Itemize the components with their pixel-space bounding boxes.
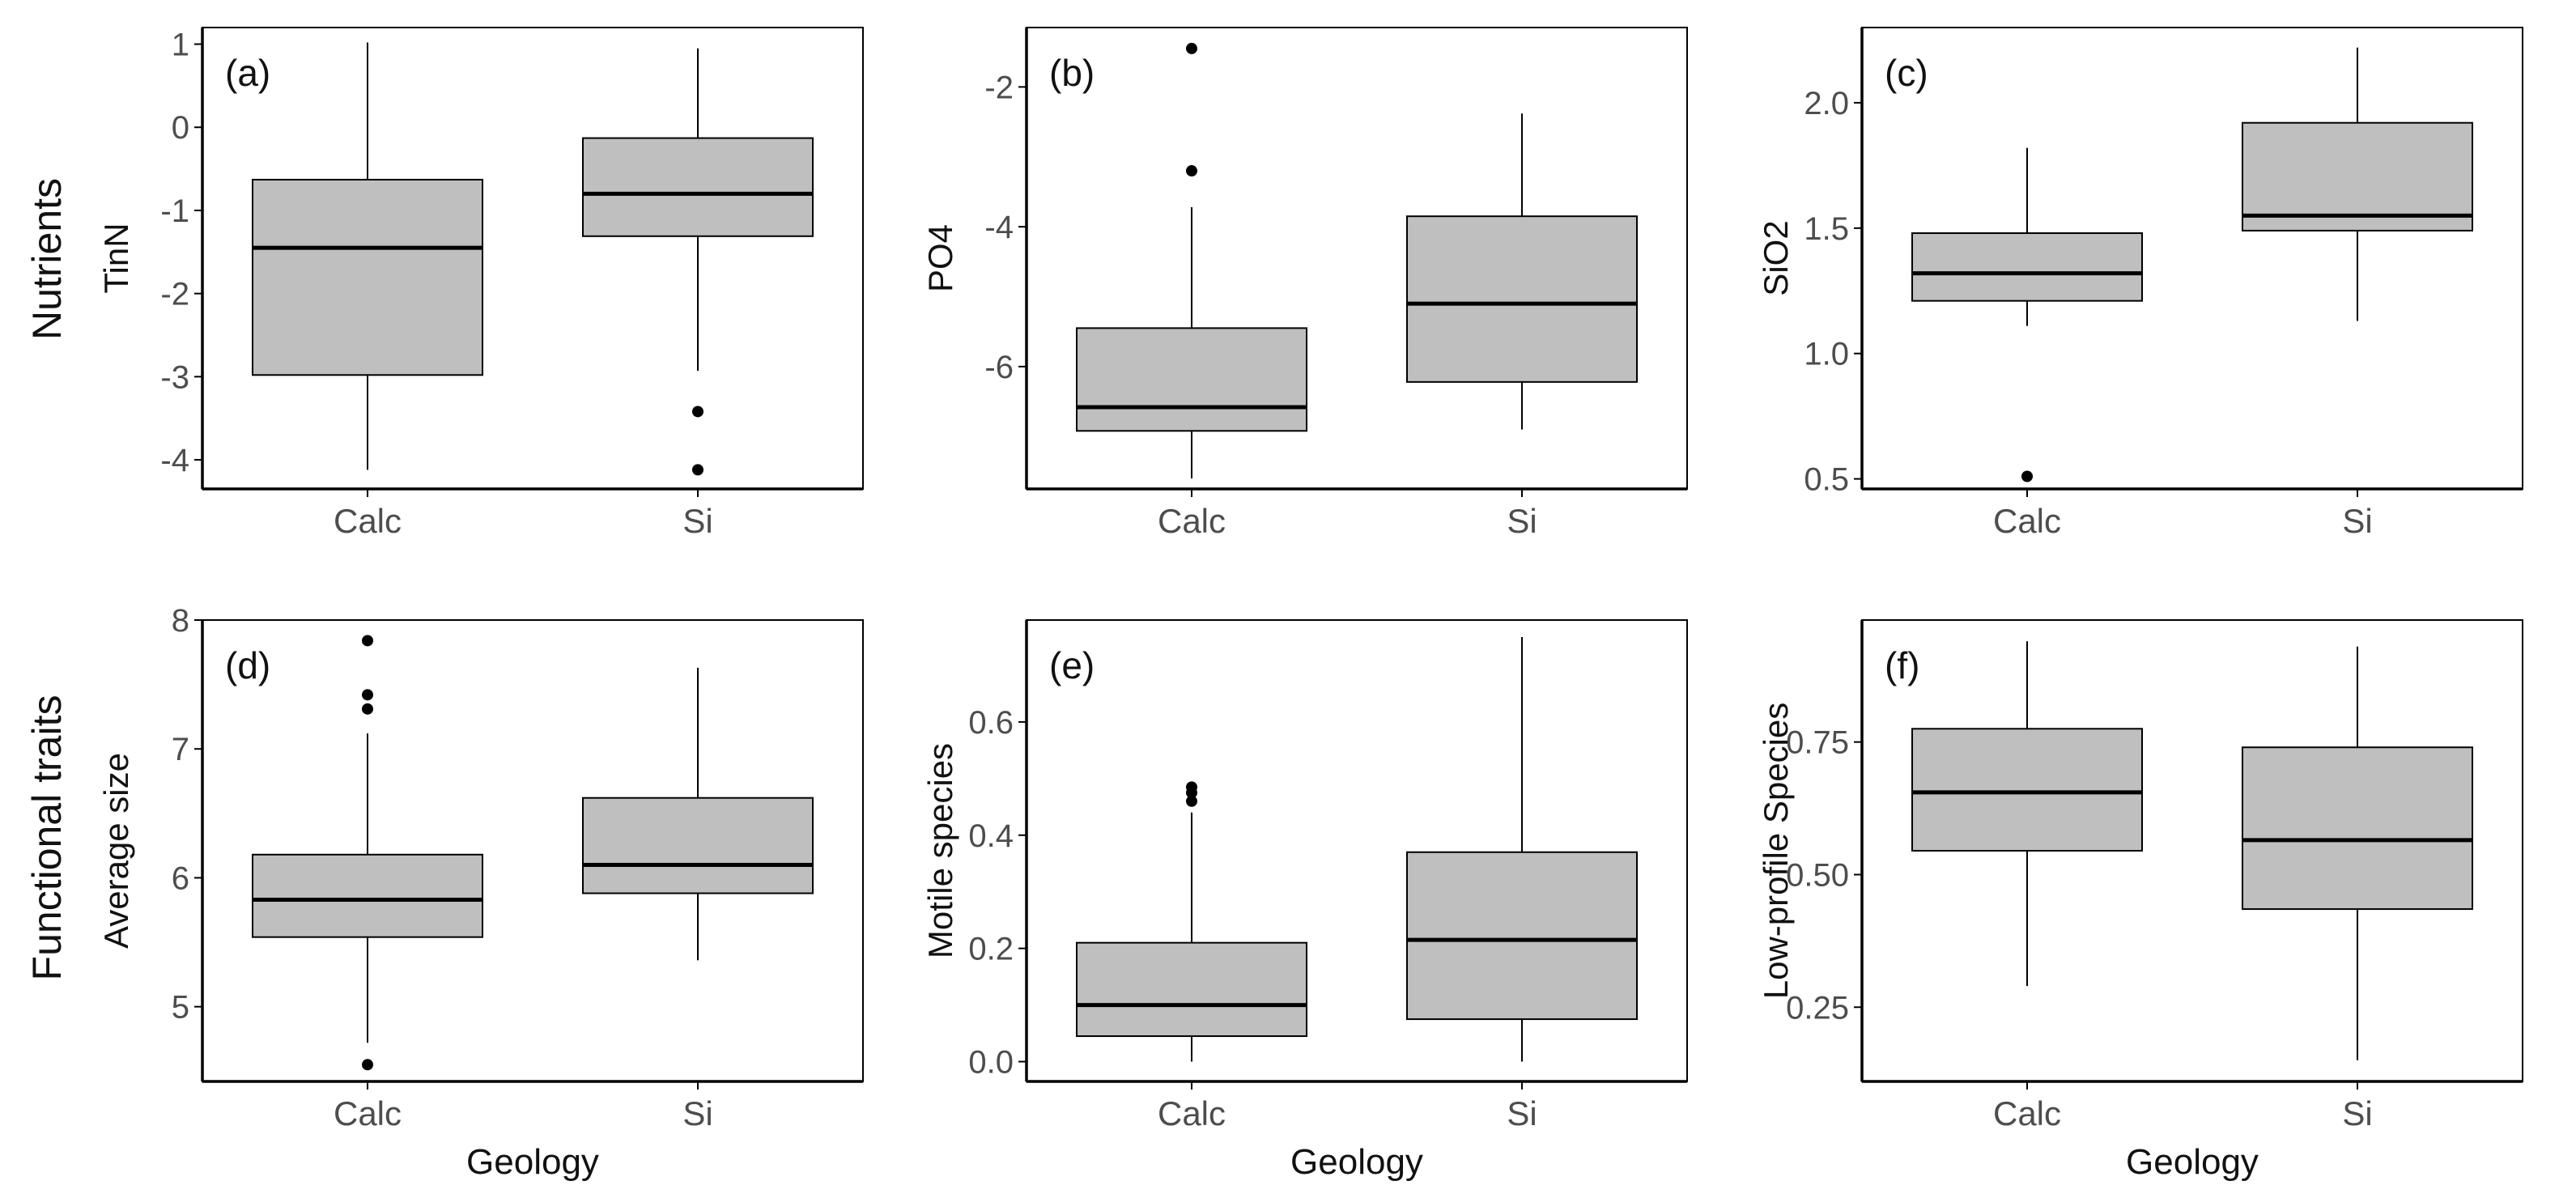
panel-4-calc-outlier <box>362 1059 373 1071</box>
panel-6-si-box <box>2242 746 2473 911</box>
panel-4-ylabel: Average size <box>97 753 135 949</box>
panel-5-xtick-label-si: Si <box>1507 1094 1537 1132</box>
panel-1-si-outlier <box>692 464 704 476</box>
panel-5-ytick-label: 0.4 <box>968 818 1014 854</box>
panel-3-calc-outlier <box>2021 470 2033 482</box>
panel-4-xlabel: Geology <box>466 1142 599 1182</box>
panel-4-calc-outlier <box>362 703 373 715</box>
panel-4-si-box <box>582 797 814 894</box>
panel-1-calc-box <box>252 178 483 376</box>
panel-3-ylabel: SiO2 <box>1757 220 1795 295</box>
panel-2-panel-label: (b) <box>1049 52 1095 94</box>
panel-4-xtick-label-si: Si <box>682 1094 712 1132</box>
panel-4-calc-outlier <box>362 689 373 701</box>
panel-1-ytick-label: -1 <box>160 193 189 229</box>
panel-5-xtick-label-calc: Calc <box>1158 1094 1226 1132</box>
panel-2-si-box <box>1406 215 1638 383</box>
panel-2-ytick-label: -6 <box>984 350 1014 385</box>
panel-6-ytick-label: 0.75 <box>1786 725 1849 761</box>
panel-3-panel-label: (c) <box>1885 52 1928 94</box>
panel-6-calc-box <box>1911 728 2143 852</box>
panel-1-ytick-label: 0 <box>172 110 189 146</box>
panel-3-calc-box <box>1911 232 2143 302</box>
panel-6-xtick-label-calc: Calc <box>1993 1094 2061 1132</box>
panel-3-ytick-label: 1.5 <box>1804 211 1849 247</box>
panel-1-si-box <box>582 137 814 237</box>
panel-1-xtick-label-si: Si <box>682 502 712 540</box>
panel-6-ytick-label: 0.25 <box>1786 990 1849 1026</box>
panel-4-ytick-label: 5 <box>172 990 189 1026</box>
panel-4-calc-box <box>252 853 483 938</box>
panel-1-panel-label: (a) <box>225 52 270 94</box>
panel-2-ytick-label: -2 <box>984 70 1014 105</box>
panel-6-ytick-label: 0.50 <box>1786 857 1849 893</box>
panel-1-ylabel: TinN <box>97 223 135 293</box>
panel-5-si-box <box>1406 851 1638 1021</box>
panel-5-panel-label: (e) <box>1049 644 1095 686</box>
panel-5-calc-outlier <box>1186 781 1197 793</box>
panel-2-ylabel: PO4 <box>921 224 959 292</box>
panel-5-calc-outlier <box>1186 795 1197 807</box>
panel-5-ytick-label: 0.6 <box>968 705 1014 741</box>
panel-1-ytick-label: -2 <box>160 277 189 312</box>
panel-1-si-outlier <box>692 406 704 418</box>
panel-2-calc-outlier <box>1186 165 1197 177</box>
panel-5-ylabel: Motile species <box>921 743 959 958</box>
panel-4-ytick-label: 6 <box>172 860 189 896</box>
panel-3-xtick-label-si: Si <box>2342 502 2372 540</box>
panel-5-ytick-label: 0.0 <box>968 1045 1014 1081</box>
panel-6-xlabel: Geology <box>2126 1142 2259 1182</box>
panel-2-calc-outlier <box>1186 42 1197 54</box>
panel-3-si-box <box>2242 121 2473 232</box>
panel-1-ytick-label: -3 <box>160 359 189 395</box>
panel-1-xtick-label-calc: Calc <box>334 502 402 540</box>
panel-5-xlabel: Geology <box>1290 1142 1423 1182</box>
panel-3-ytick-label: 0.5 <box>1804 462 1849 498</box>
panel-4-calc-outlier <box>362 635 373 647</box>
panel-2-xtick-label-calc: Calc <box>1158 502 1226 540</box>
panel-4-ytick-label: 7 <box>172 732 189 767</box>
panel-6-panel-label: (f) <box>1885 644 1919 686</box>
panel-1-ytick-label: 1 <box>172 28 189 63</box>
panel-3-ytick-label: 1.0 <box>1804 337 1849 372</box>
panel-5-ytick-label: 0.2 <box>968 932 1014 967</box>
panel-4-panel-label: (d) <box>225 644 270 686</box>
panel-5-calc-box <box>1076 941 1307 1038</box>
panel-3-ytick-label: 2.0 <box>1804 86 1849 121</box>
panel-6-ylabel: Low-profile Species <box>1757 703 1795 1000</box>
panel-3-xtick-label-calc: Calc <box>1993 502 2061 540</box>
panel-2-xtick-label-si: Si <box>1507 502 1537 540</box>
panel-4-ytick-label: 8 <box>172 603 189 639</box>
panel-2-calc-box <box>1076 327 1307 432</box>
panel-2-ytick-label: -4 <box>984 210 1014 245</box>
panel-4-xtick-label-calc: Calc <box>334 1094 402 1132</box>
panel-6-xtick-label-si: Si <box>2342 1094 2372 1132</box>
panel-1-ytick-label: -4 <box>160 443 189 478</box>
